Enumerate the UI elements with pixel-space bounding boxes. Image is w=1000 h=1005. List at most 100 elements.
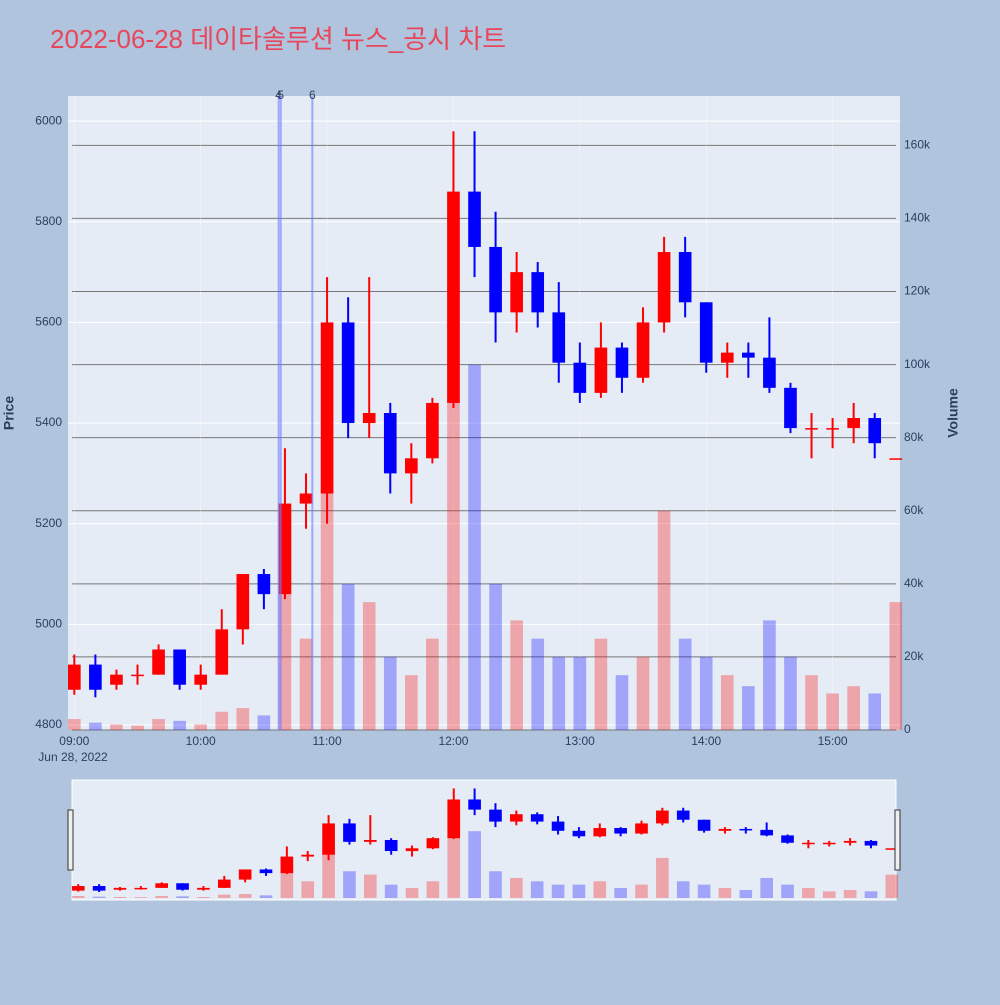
y-tick-label: 5600: [35, 315, 62, 329]
mini-volume-bar: [71, 895, 85, 898]
y-tick-label: 5000: [35, 617, 62, 631]
y2-tick-label: 80k: [904, 430, 924, 444]
y2-tick-label: 160k: [904, 138, 931, 152]
mini-volume-bar: [760, 877, 773, 898]
volume-bar: [215, 711, 229, 730]
candle-body: [636, 322, 650, 378]
volume-bar: [468, 364, 481, 730]
news-marker-label: 6: [309, 88, 316, 102]
candle-body: [784, 387, 797, 429]
mini-volume-bar: [217, 894, 231, 898]
mini-volume-bar: [802, 887, 815, 898]
mini-volume-bar: [593, 881, 607, 898]
range-handle[interactable]: [67, 809, 74, 871]
y2-tick-label: 40k: [904, 576, 924, 590]
mini-candle-body: [489, 809, 502, 822]
mini-volume-bar: [92, 896, 106, 898]
volume-bar: [383, 656, 397, 730]
mini-volume-bar: [113, 896, 127, 898]
mini-volume-bar: [510, 877, 523, 898]
candle-body: [615, 347, 629, 378]
y-tick-label: 4800: [35, 717, 62, 731]
volume-bar: [489, 583, 502, 730]
mini-volume-bar: [530, 881, 544, 898]
volume-bar: [868, 693, 882, 730]
candle-body: [341, 322, 355, 424]
candle-body: [699, 302, 713, 363]
candle-body: [805, 428, 818, 430]
candle-body: [594, 347, 608, 393]
y2-axis-title: Volume: [945, 388, 961, 438]
y2-tick-label: 20k: [904, 649, 924, 663]
mini-candle-body: [176, 883, 189, 890]
mini-candle-body: [301, 854, 315, 857]
mini-volume-bar: [635, 884, 648, 898]
candle-body: [299, 493, 313, 504]
volume-bar: [510, 620, 523, 730]
volume-bar: [889, 602, 903, 730]
candle-body: [362, 413, 376, 424]
volume-bar: [426, 638, 439, 730]
mini-volume-bar: [843, 889, 857, 898]
candle-body: [447, 191, 460, 403]
mini-candle-body: [551, 821, 565, 831]
mini-candle-body: [280, 856, 294, 874]
candle-body: [405, 458, 418, 474]
mini-volume-bar: [572, 884, 586, 898]
mini-volume-bar: [301, 881, 315, 898]
volume-bar: [742, 686, 755, 730]
mini-volume-bar: [781, 884, 794, 898]
mini-candle-body: [155, 883, 169, 888]
candle-body: [426, 402, 439, 459]
volume-bar: [699, 656, 713, 730]
mini-volume-bar: [489, 871, 502, 898]
x-tick-label: 15:00: [818, 734, 848, 748]
mini-volume-bar: [259, 895, 273, 898]
volume-bar: [678, 638, 692, 730]
range-handle[interactable]: [894, 809, 901, 871]
volume-bar: [236, 708, 250, 730]
mini-candle-body: [843, 840, 857, 843]
mini-candle-body: [718, 828, 732, 831]
mini-volume-bar: [405, 887, 419, 898]
volume-bar: [573, 656, 587, 730]
candle-body: [194, 674, 208, 685]
volume-bar: [110, 724, 123, 730]
mini-volume-bar: [322, 844, 335, 898]
mini-candle-body: [802, 842, 815, 845]
candle-body: [278, 503, 292, 595]
mini-candle-body: [572, 830, 586, 837]
volume-bar: [194, 724, 208, 730]
candle-body: [383, 413, 397, 474]
candle-body: [742, 352, 755, 358]
y-tick-label: 5400: [35, 415, 62, 429]
mini-volume-bar: [697, 884, 711, 898]
mini-candle-body: [760, 829, 773, 836]
x-tick-label: 12:00: [438, 734, 468, 748]
mini-volume-bar: [718, 887, 732, 898]
candle-body: [131, 674, 144, 677]
y-tick-label: 6000: [35, 113, 62, 127]
mini-candle-body: [530, 814, 544, 822]
mini-candle-body: [384, 840, 398, 852]
x-tick-label: 14:00: [691, 734, 721, 748]
candle-body: [531, 272, 545, 313]
candle-body: [152, 649, 165, 675]
range-slider[interactable]: [71, 779, 897, 901]
candle-body: [573, 362, 587, 393]
x-tick-label: 11:00: [313, 734, 342, 748]
mini-candle-body: [217, 879, 231, 888]
volume-bar: [68, 719, 81, 730]
y-tick-label: 5800: [35, 214, 62, 228]
volume-bar: [720, 675, 734, 730]
mini-candle-body: [822, 842, 836, 845]
volume-bar: [826, 693, 839, 730]
volume-bar: [657, 510, 671, 730]
x-tick-label: 09:00: [59, 734, 89, 748]
x-tick-label: 10:00: [186, 734, 216, 748]
mini-candle-body: [864, 840, 878, 846]
candle-body: [320, 322, 334, 494]
mini-volume-bar: [551, 884, 565, 898]
volume-bar: [320, 437, 334, 730]
